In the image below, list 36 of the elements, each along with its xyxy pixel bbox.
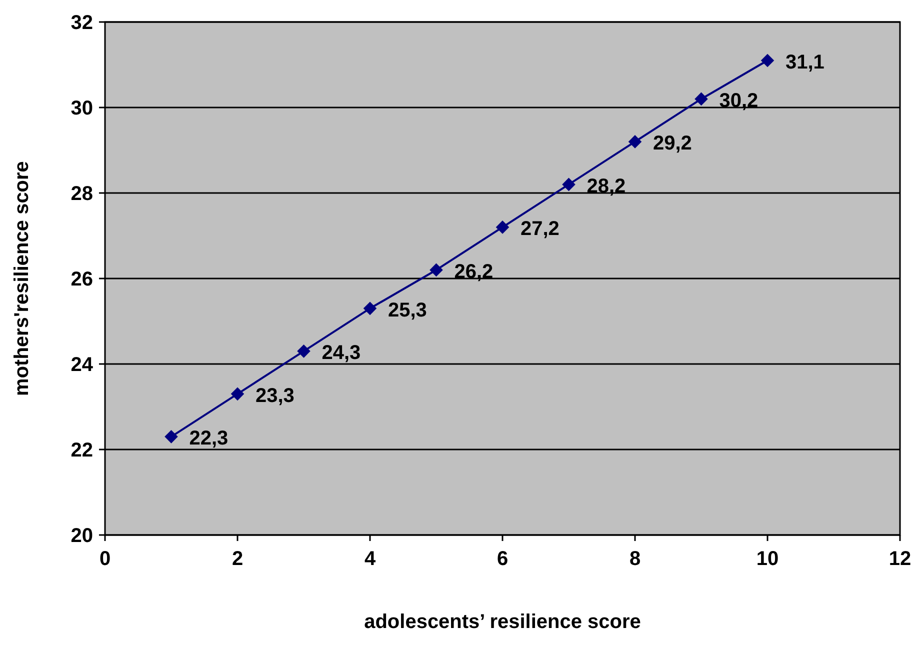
point xyxy=(363,302,377,316)
data-label: 24,3 xyxy=(322,342,361,364)
x-tick-label: 12 xyxy=(888,548,912,570)
y-axis-title: mothers'resilience score xyxy=(11,161,33,396)
point xyxy=(760,54,774,68)
x-tick-label: 0 xyxy=(99,548,111,570)
x-tick-label: 6 xyxy=(496,548,508,570)
x-tick-label: 8 xyxy=(629,548,641,570)
point xyxy=(230,387,244,401)
point xyxy=(628,135,642,148)
data-label: 27,2 xyxy=(520,218,560,240)
point xyxy=(430,263,443,277)
point xyxy=(164,430,178,444)
x-tick-label: 4 xyxy=(364,548,376,570)
y-tick-label: 30 xyxy=(70,98,93,120)
data-label: 25,3 xyxy=(388,299,427,322)
point xyxy=(297,344,310,358)
x-axis-title: adolescents’ resilience score xyxy=(364,611,641,633)
x-tick-label: 10 xyxy=(756,548,779,570)
point xyxy=(694,92,708,106)
point xyxy=(562,178,576,192)
y-tick-label: 24 xyxy=(70,354,94,376)
y-tick-label: 22 xyxy=(70,440,93,462)
data-label: 26,2 xyxy=(454,260,494,283)
x-tick-label: 2 xyxy=(232,548,244,570)
y-tick-label: 20 xyxy=(70,525,93,547)
data-label: 30,2 xyxy=(719,90,758,112)
data-label: 23,3 xyxy=(256,384,294,407)
data-label: 31,1 xyxy=(786,51,824,74)
data-label: 22,3 xyxy=(189,428,228,450)
y-tick-label: 28 xyxy=(70,183,93,205)
data-label: 28,2 xyxy=(586,175,626,198)
y-tick-label: 26 xyxy=(70,268,93,290)
point xyxy=(496,220,510,234)
data-label: 29,2 xyxy=(653,132,692,155)
y-tick-label: 32 xyxy=(70,12,93,34)
